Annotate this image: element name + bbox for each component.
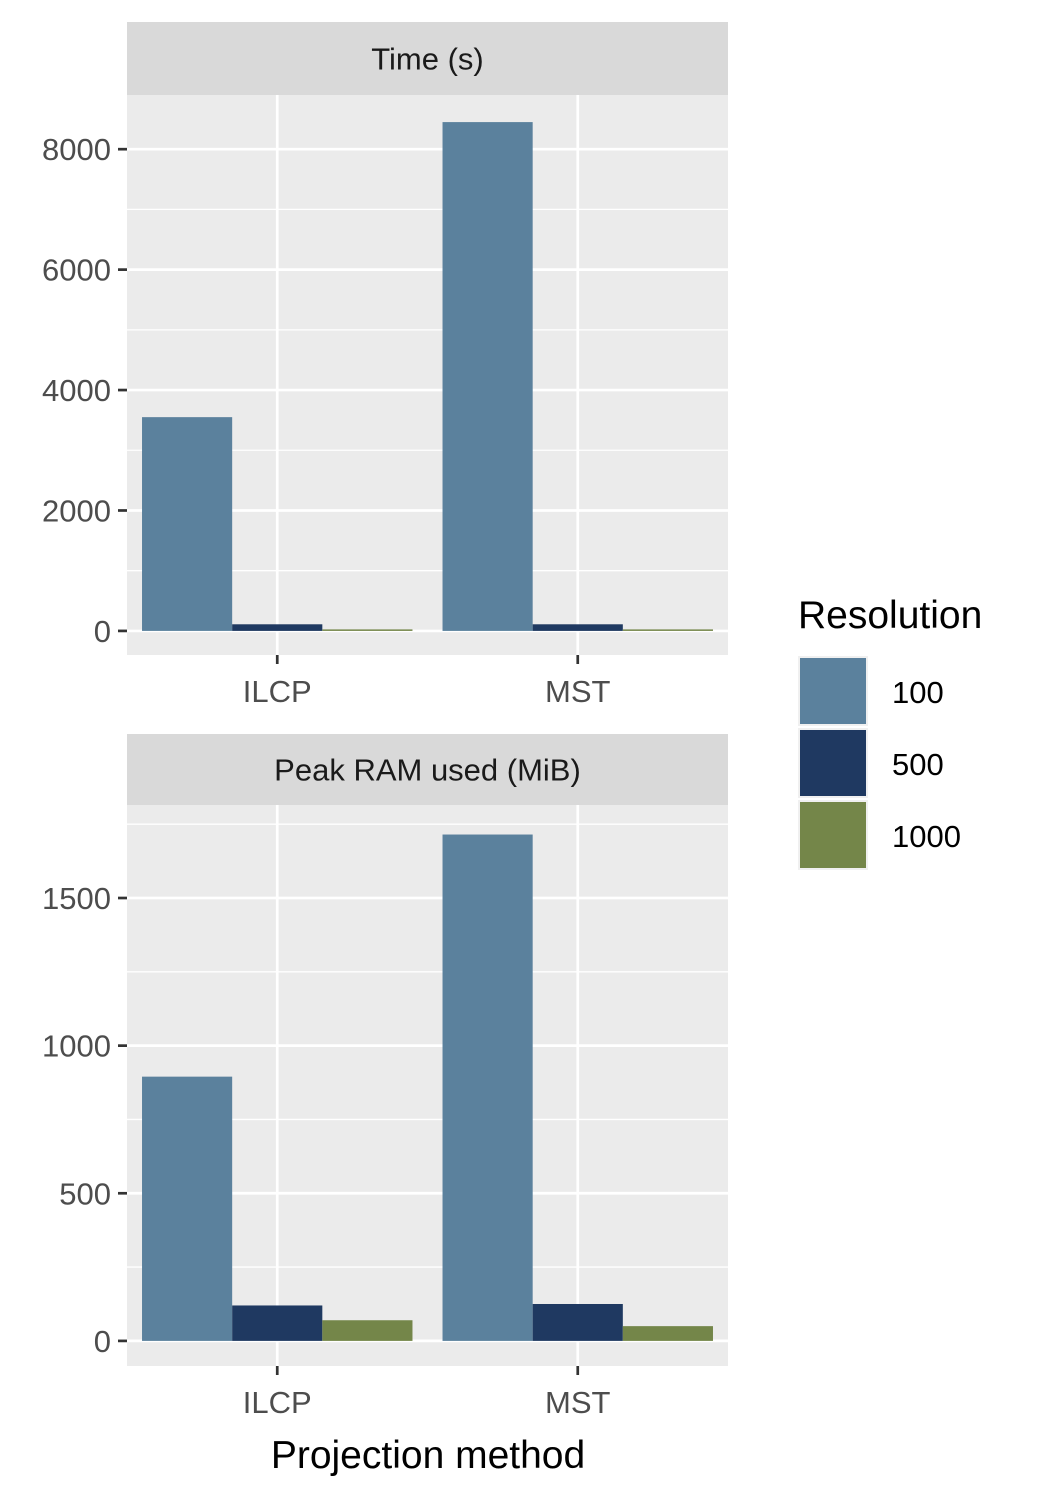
panel-strip	[127, 734, 728, 805]
y-tick-label: 1500	[42, 881, 111, 916]
x-tick-label: ILCP	[243, 1385, 312, 1420]
legend-label: 100	[892, 675, 944, 710]
panel-title: Time (s)	[371, 42, 484, 77]
y-tick-label: 6000	[42, 253, 111, 288]
panel-1: Time (s) 0 2000 4000 6000 8000 ILCP MST	[42, 22, 728, 709]
x-tick-label: MST	[545, 1385, 611, 1420]
y-tick-label: 4000	[42, 373, 111, 408]
bar-100-MST	[442, 122, 533, 631]
bar-1000-ILCP	[322, 1320, 413, 1341]
panel-2: Peak RAM used (MiB) 0 500 1000 1500 ILCP MST	[42, 734, 728, 1420]
bar-500-ILCP	[232, 1305, 323, 1341]
bar-1000-MST	[622, 629, 713, 631]
x-tick-label: MST	[545, 674, 611, 709]
bar-100-ILCP	[142, 417, 233, 631]
bar-500-ILCP	[232, 624, 323, 631]
panel-strip	[127, 22, 728, 95]
bar-500-MST	[532, 624, 623, 631]
y-tick-label: 0	[94, 1324, 111, 1359]
bar-1000-MST	[622, 1326, 713, 1341]
legend-label: 1000	[892, 819, 961, 854]
panel-title: Peak RAM used (MiB)	[274, 753, 581, 788]
bar-500-MST	[532, 1303, 623, 1341]
legend-label: 500	[892, 747, 944, 782]
legend-key-500	[798, 728, 868, 798]
legend-title: Resolution	[798, 594, 982, 637]
y-tick-label: 8000	[42, 132, 111, 167]
legend-key-1000	[798, 800, 868, 870]
x-axis-title: Projection method	[271, 1434, 585, 1477]
y-tick-label: 2000	[42, 493, 111, 528]
x-tick-label: ILCP	[243, 674, 312, 709]
y-tick-label: 500	[59, 1176, 111, 1211]
bar-100-MST	[442, 834, 533, 1341]
bar-100-ILCP	[142, 1076, 233, 1341]
legend: Resolution 100 500 1000	[798, 594, 982, 870]
y-tick-label: 1000	[42, 1029, 111, 1064]
legend-key-100	[798, 656, 868, 726]
y-tick-label: 0	[94, 614, 111, 649]
bar-1000-ILCP	[322, 629, 413, 631]
